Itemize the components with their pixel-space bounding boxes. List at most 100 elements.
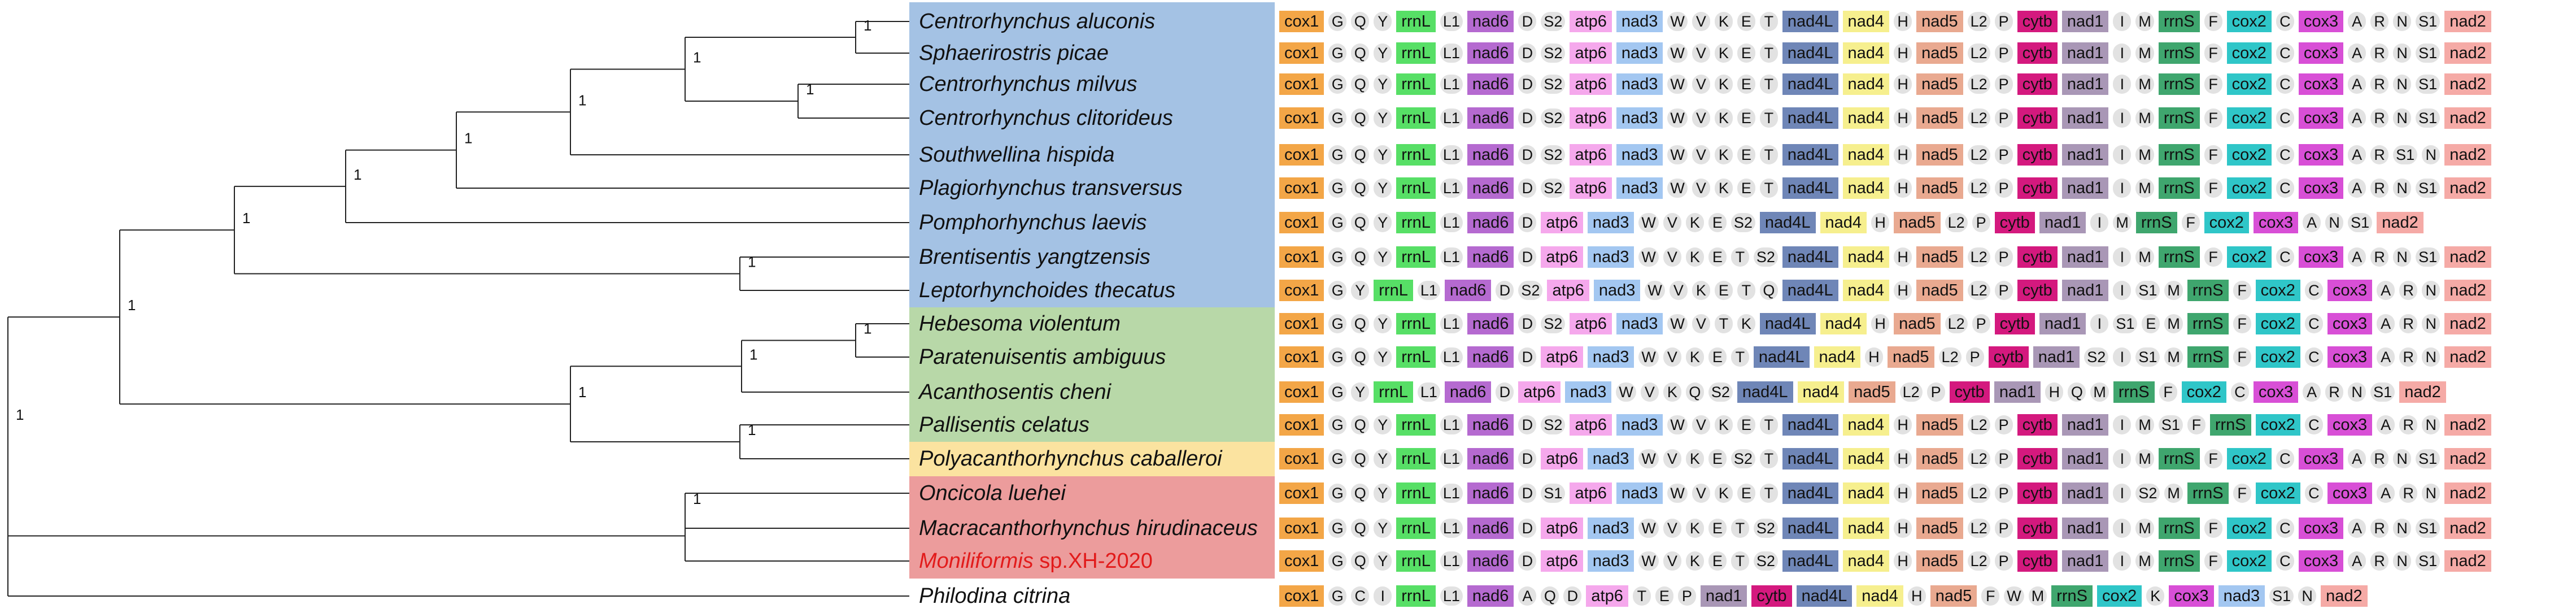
trna-y: Y [1374, 519, 1392, 538]
taxon-label: Moniliformis sp.XH-2020 [919, 544, 1153, 578]
gene-nad1: nad1 [2061, 246, 2109, 268]
gene-cox1: cox1 [1279, 280, 1324, 301]
trna-d: D [1518, 314, 1537, 333]
trna-n: N [2393, 75, 2412, 94]
trna-r: R [2370, 12, 2389, 31]
trna-s2: S2 [1753, 551, 1778, 571]
trna-s1: S1 [2416, 179, 2440, 198]
trna-r: R [2399, 314, 2418, 333]
gene-cox1: cox1 [1279, 482, 1324, 504]
trna-d: D [1518, 145, 1537, 164]
trna-e: E [1708, 347, 1727, 367]
trna-v: V [1692, 314, 1710, 333]
trna-l2: L2 [1967, 12, 1990, 31]
clade-band-yellow [909, 442, 1275, 476]
trna-g: G [1328, 347, 1347, 367]
trna-s1: S1 [1541, 484, 1566, 503]
gene-atp6: atp6 [1570, 11, 1612, 32]
gene-nad4l: nad4L [1782, 246, 1838, 268]
gene-cox2: cox2 [2226, 177, 2272, 199]
trna-k: K [1692, 281, 1710, 300]
gene-nad6: nad6 [1444, 280, 1492, 301]
trna-a: A [2348, 179, 2366, 198]
gene-rrnl: rrnL [1396, 246, 1436, 268]
gene-cox1: cox1 [1279, 246, 1324, 268]
gene-cox2: cox2 [2255, 414, 2300, 436]
trna-v: V [1669, 281, 1688, 300]
trna-h: H [1894, 75, 1912, 94]
gene-rrnl: rrnL [1396, 212, 1436, 233]
trna-k: K [1663, 382, 1681, 402]
trna-h: H [1894, 484, 1912, 503]
trna-e: E [1737, 179, 1755, 198]
trna-f: F [2181, 213, 2200, 232]
trna-y: Y [1351, 281, 1370, 300]
trna-k: K [1685, 551, 1704, 571]
trna-d: D [1518, 247, 1537, 267]
trna-y: Y [1374, 44, 1392, 63]
trna-i: I [2113, 281, 2132, 300]
gene-rrnl: rrnL [1396, 346, 1436, 368]
gene-cox1: cox1 [1279, 212, 1324, 233]
gene-nad4: nad4 [1814, 346, 1861, 368]
trna-l1: L1 [1440, 145, 1463, 164]
trna-a: A [2348, 247, 2366, 267]
gene-nad3: nad3 [1616, 11, 1663, 32]
trna-s1: S1 [2416, 75, 2440, 94]
trna-l1: L1 [1440, 586, 1463, 606]
trna-p: P [1994, 75, 2013, 94]
trna-y: Y [1374, 551, 1392, 571]
trna-q: Q [1351, 519, 1370, 538]
trna-p: P [1965, 347, 1984, 367]
trna-g: G [1328, 415, 1347, 434]
gene-nad6: nad6 [1467, 313, 1514, 334]
gene-cytb: cytb [2017, 518, 2058, 539]
trna-q: Q [1351, 75, 1370, 94]
trna-f: F [2187, 415, 2205, 434]
trna-q: Q [1351, 551, 1370, 571]
trna-y: Y [1374, 314, 1392, 333]
gene-cox2: cox2 [2097, 585, 2142, 607]
trna-t: T [1759, 108, 1778, 128]
trna-w: W [2004, 586, 2024, 606]
gene-rrns: rrnS [2158, 550, 2200, 572]
gene-nad6: nad6 [1467, 107, 1514, 129]
trna-s1: S1 [2135, 347, 2160, 367]
trna-v: V [1692, 484, 1710, 503]
taxon-label: Plagiorhynchus transversus [919, 171, 1183, 205]
trna-m: M [2135, 415, 2154, 434]
trna-v: V [1663, 449, 1681, 468]
trna-s1: S1 [2416, 449, 2440, 468]
taxon-name: Pomphorhynchus laevis [919, 211, 1147, 234]
trna-l1: L1 [1440, 108, 1463, 128]
gene-cox3: cox3 [2298, 73, 2344, 95]
gene-nad4l: nad4L [1782, 42, 1838, 64]
trna-f: F [2233, 314, 2251, 333]
gene-nad4l: nad4L [1782, 11, 1838, 32]
gene-cox2: cox2 [2255, 346, 2300, 368]
gene-rrns: rrnS [2113, 381, 2155, 403]
gene-nad4l: nad4L [1782, 482, 1838, 504]
support-value: 1 [578, 92, 586, 108]
gene-nad4l: nad4L [1782, 518, 1838, 539]
trna-s2: S2 [2135, 484, 2160, 503]
trna-y: Y [1374, 75, 1392, 94]
gene-rrns: rrnS [2187, 313, 2229, 334]
trna-s1: S1 [2416, 44, 2440, 63]
gene-cox3: cox3 [2327, 313, 2373, 334]
trna-e: E [1737, 12, 1755, 31]
trna-d: D [1518, 347, 1537, 367]
trna-e: E [1708, 247, 1727, 267]
trna-l2: L2 [1899, 382, 1923, 402]
trna-w: W [1638, 213, 1659, 232]
trna-g: G [1328, 108, 1347, 128]
gene-nad5: nad5 [1916, 550, 1963, 572]
trna-k: K [1714, 108, 1733, 128]
gene-nad5: nad5 [1916, 177, 1963, 199]
taxon-label: Acanthosentis cheni [919, 375, 1111, 409]
trna-q: Q [1351, 247, 1370, 267]
trna-c: C [2276, 145, 2294, 164]
trna-g: G [1328, 12, 1347, 31]
